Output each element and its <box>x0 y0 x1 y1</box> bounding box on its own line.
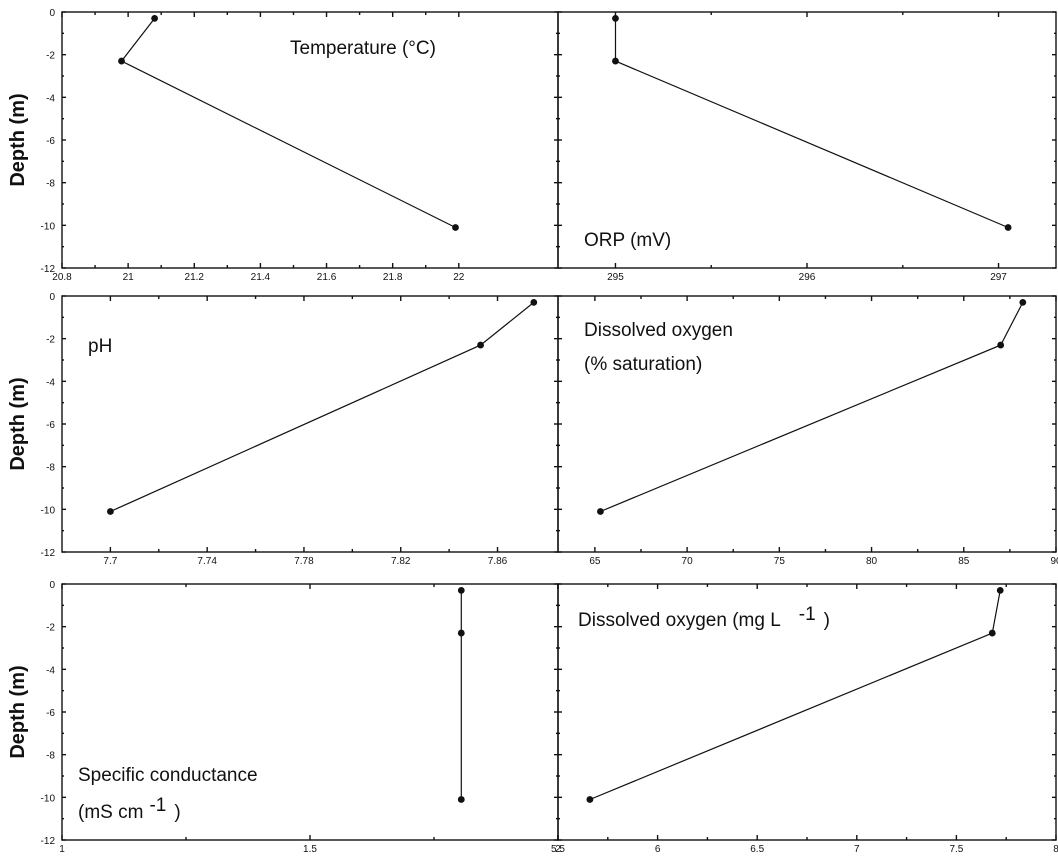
x-tick-label: 1 <box>59 844 65 855</box>
data-point <box>1004 224 1012 231</box>
x-tick-label: 7.7 <box>103 556 117 567</box>
x-tick-label: 21.6 <box>317 272 337 283</box>
x-tick-label: 75 <box>774 556 786 567</box>
data-point <box>988 629 996 637</box>
data-point <box>477 341 484 349</box>
data-point <box>151 15 158 22</box>
x-tick-label: 70 <box>682 556 694 567</box>
y-tick-label: -8 <box>46 751 55 762</box>
series-line <box>110 301 535 513</box>
x-tick-label: 85 <box>958 556 970 567</box>
y-tick-label: -4 <box>46 377 55 388</box>
x-tick-label: 21.4 <box>251 272 271 283</box>
y-tick-label: 0 <box>49 292 55 303</box>
y-tick-label: -10 <box>41 221 56 232</box>
series-line <box>614 18 1009 229</box>
data-point <box>457 629 465 637</box>
panel-subtitle: (% saturation) <box>584 354 702 375</box>
x-tick-label: 2 <box>555 844 561 855</box>
panel-title: Dissolved oxygen <box>584 320 733 341</box>
y-tick-label: 0 <box>49 580 55 591</box>
panel-title: Specific conductance <box>78 765 258 786</box>
y-tick-label: -10 <box>41 793 56 804</box>
y-tick-label: -10 <box>41 505 56 516</box>
data-point <box>997 341 1005 349</box>
x-tick-label: 297 <box>990 272 1007 283</box>
y-tick-label: -2 <box>46 51 55 62</box>
x-tick-label: 21.8 <box>383 272 403 283</box>
y-tick-label: 0 <box>49 8 55 19</box>
y-tick-label: -4 <box>46 665 55 676</box>
x-tick-label: 5.5 <box>551 844 565 855</box>
x-tick-label: 7 <box>854 844 860 855</box>
x-tick-label: 1.5 <box>303 844 317 855</box>
panel-subtitle: (mS cm -1) <box>78 795 181 823</box>
x-tick-label: 80 <box>866 556 878 567</box>
x-tick-label: 296 <box>799 272 816 283</box>
x-tick-label: 7.78 <box>294 556 314 567</box>
panel-title: Dissolved oxygen (mg L -1) <box>578 604 830 631</box>
y-tick-label: -12 <box>41 264 56 275</box>
y-axis-label: Depth (m) <box>7 93 29 186</box>
data-point <box>452 224 459 231</box>
panel-title: Temperature (°C) <box>290 38 436 59</box>
x-tick-label: 90 <box>1050 556 1058 567</box>
data-point <box>457 587 465 594</box>
y-tick-label: -2 <box>46 335 55 346</box>
x-tick-label: 8 <box>1053 844 1058 855</box>
y-tick-label: -12 <box>41 548 56 559</box>
x-tick-label: 20.8 <box>52 272 72 283</box>
x-tick-label: 7.74 <box>197 556 217 567</box>
y-tick-label: -8 <box>46 463 55 474</box>
data-point <box>530 299 538 306</box>
y-tick-label: -6 <box>46 708 55 719</box>
data-point <box>106 508 114 515</box>
x-tick-label: 7.5 <box>949 844 963 855</box>
y-axis-label: Depth (m) <box>7 377 29 470</box>
data-point <box>1019 299 1027 306</box>
data-point <box>457 796 465 803</box>
data-point <box>118 57 125 65</box>
x-tick-label: 21.2 <box>185 272 205 283</box>
x-tick-label: 6 <box>655 844 661 855</box>
x-tick-label: 7.86 <box>488 556 508 567</box>
y-tick-label: -2 <box>46 623 55 634</box>
y-tick-label: -8 <box>46 179 55 190</box>
data-point <box>612 15 619 22</box>
panel-title: pH <box>88 336 112 357</box>
x-tick-label: 65 <box>589 556 601 567</box>
data-point <box>597 508 604 515</box>
y-tick-label: -4 <box>46 93 55 104</box>
data-point <box>586 796 594 803</box>
y-tick-label: -6 <box>46 420 55 431</box>
x-tick-label: 21 <box>123 272 135 283</box>
panel-title: ORP (mV) <box>584 230 671 251</box>
x-tick-label: 6.5 <box>750 844 764 855</box>
x-tick-label: 22 <box>453 272 465 283</box>
x-tick-label: 295 <box>607 272 624 283</box>
data-point <box>612 57 619 65</box>
data-point <box>996 587 1004 594</box>
panel-frame-3 <box>61 295 559 553</box>
x-tick-label: 7.82 <box>391 556 411 567</box>
y-tick-label: -12 <box>41 836 56 847</box>
y-tick-label: -6 <box>46 136 55 147</box>
y-axis-label: Depth (m) <box>7 665 29 758</box>
